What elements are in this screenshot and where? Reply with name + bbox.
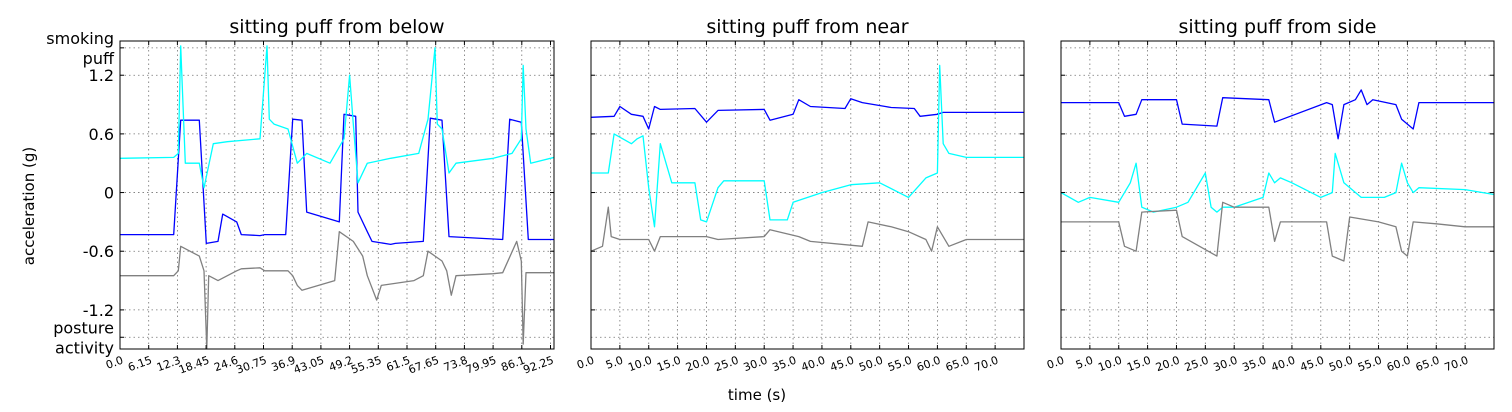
y-tick-label: -0.6: [83, 242, 114, 261]
chart-title: sitting puff from near: [706, 16, 908, 38]
x-tick-label: 6.15: [126, 354, 153, 375]
chart-title: sitting puff from side: [1179, 16, 1377, 38]
x-tick-label: 30.0: [1212, 354, 1239, 375]
x-tick-label: 55.0: [886, 354, 913, 375]
category-label: activity: [55, 338, 114, 357]
plot-frame: [590, 40, 1025, 350]
x-tick-label: 25.0: [713, 354, 740, 375]
x-tick-label: 70.0: [1443, 354, 1470, 375]
series-group: [1061, 89, 1494, 262]
y-tick-label: -1.2: [83, 301, 114, 320]
x-tick-label: 40.0: [1269, 354, 1296, 375]
series-group: [591, 64, 1024, 252]
x-tick-label: 0.0: [104, 354, 125, 372]
x-tick-label: 18.45: [177, 354, 211, 377]
x-tick-label: 30.75: [234, 354, 268, 377]
x-tick-label: 5.0: [1074, 354, 1095, 372]
x-tick-label: 10.0: [626, 354, 653, 375]
x-tick-label: 70.0: [973, 354, 1000, 375]
category-label: puff: [83, 49, 115, 68]
x-tick-label: 55.0: [1356, 354, 1383, 375]
x-tick-label: 67.65: [407, 354, 441, 377]
x-tick-label: 92.25: [521, 354, 555, 377]
series-line-3: [120, 231, 554, 349]
x-tick-label: 10.0: [1096, 354, 1123, 375]
x-tick-label: 65.0: [944, 354, 971, 375]
x-tick-label: 55.35: [349, 354, 383, 377]
series-group: [120, 45, 554, 349]
x-tick-label: 45.0: [1298, 354, 1325, 375]
series-line-2: [1061, 152, 1494, 213]
x-tick-label: 0.0: [575, 354, 596, 372]
panel-2: sitting puff from near 0.0 5.0 10.0 15.0 20.0…: [575, 16, 1025, 375]
series-line-3: [591, 206, 1024, 252]
plot-frame: [1060, 40, 1495, 350]
chart-title: sitting puff from below: [229, 16, 444, 38]
x-tick-label: 50.0: [857, 354, 884, 375]
series-line-1: [120, 113, 554, 246]
series-line-3: [1061, 201, 1494, 262]
x-tick-label: 43.05: [292, 354, 326, 377]
x-tick-label: 45.0: [828, 354, 855, 375]
plot-frame: [119, 40, 555, 350]
x-tick-label: 0.0: [1045, 354, 1066, 372]
series-line-2: [120, 45, 554, 189]
x-tick-label: 15.0: [1125, 354, 1152, 375]
x-tick-label: 20.0: [684, 354, 711, 375]
y-tick-label: 0: [104, 184, 114, 203]
x-tick-label: 15.0: [655, 354, 682, 375]
y-axis-label: acceleration (g): [20, 147, 38, 265]
series-line-2: [591, 64, 1024, 228]
x-tick-label: 30.0: [742, 354, 769, 375]
x-tick-label: 65.0: [1414, 354, 1441, 375]
x-tick-label: 50.0: [1327, 354, 1354, 375]
series-line-1: [1061, 89, 1494, 140]
x-axis-label: time (s): [728, 386, 786, 404]
x-tick-label: 79.95: [464, 354, 498, 377]
category-label: smoking: [46, 29, 114, 48]
x-tick-label: 60.0: [1385, 354, 1412, 375]
y-tick-label: 1.2: [89, 66, 114, 85]
panel-3: sitting puff from side 0.0 5.0 10.0 15.0 20.0…: [1045, 16, 1495, 375]
x-tick-label: 35.0: [771, 354, 798, 375]
x-tick-label: 60.0: [915, 354, 942, 375]
category-label: posture: [53, 318, 114, 337]
x-tick-label: 20.0: [1154, 354, 1181, 375]
x-tick-label: 25.0: [1183, 354, 1210, 375]
y-tick-label: 0.6: [89, 125, 114, 144]
x-tick-label: 35.0: [1241, 354, 1268, 375]
x-tick-label: 5.0: [604, 354, 625, 372]
x-tick-label: 40.0: [799, 354, 826, 375]
series-line-1: [591, 98, 1024, 130]
